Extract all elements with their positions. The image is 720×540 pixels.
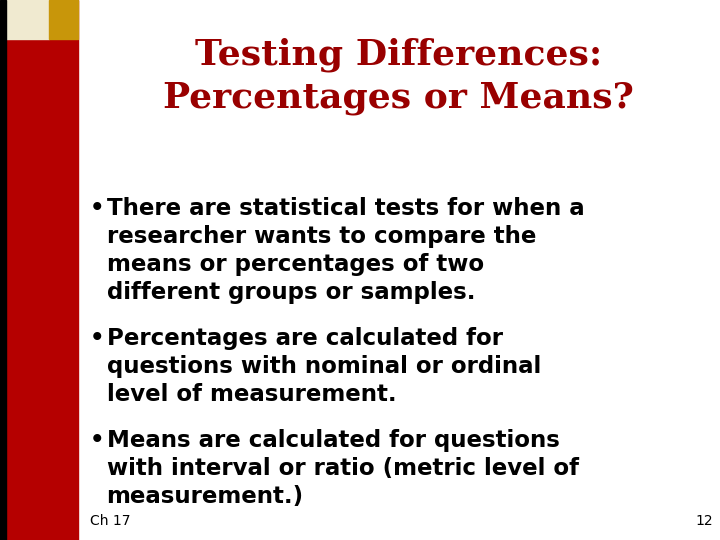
Text: •: •: [90, 327, 104, 350]
Bar: [0, 0, 49, 39]
Text: Ch 17: Ch 17: [90, 514, 130, 528]
Text: •: •: [90, 429, 104, 453]
Text: Percentages are calculated for
questions with nominal or ordinal
level of measur: Percentages are calculated for questions…: [107, 327, 541, 406]
Text: Testing Differences:
Percentages or Means?: Testing Differences: Percentages or Mean…: [163, 38, 634, 115]
Bar: [49, 0, 78, 39]
Bar: [0, 0, 78, 540]
Text: •: •: [90, 197, 104, 220]
Text: Means are calculated for questions
with interval or ratio (metric level of
measu: Means are calculated for questions with …: [107, 429, 579, 508]
Bar: [0, 0, 6, 540]
Text: 12: 12: [696, 514, 713, 528]
Text: There are statistical tests for when a
researcher wants to compare the
means or : There are statistical tests for when a r…: [107, 197, 584, 304]
